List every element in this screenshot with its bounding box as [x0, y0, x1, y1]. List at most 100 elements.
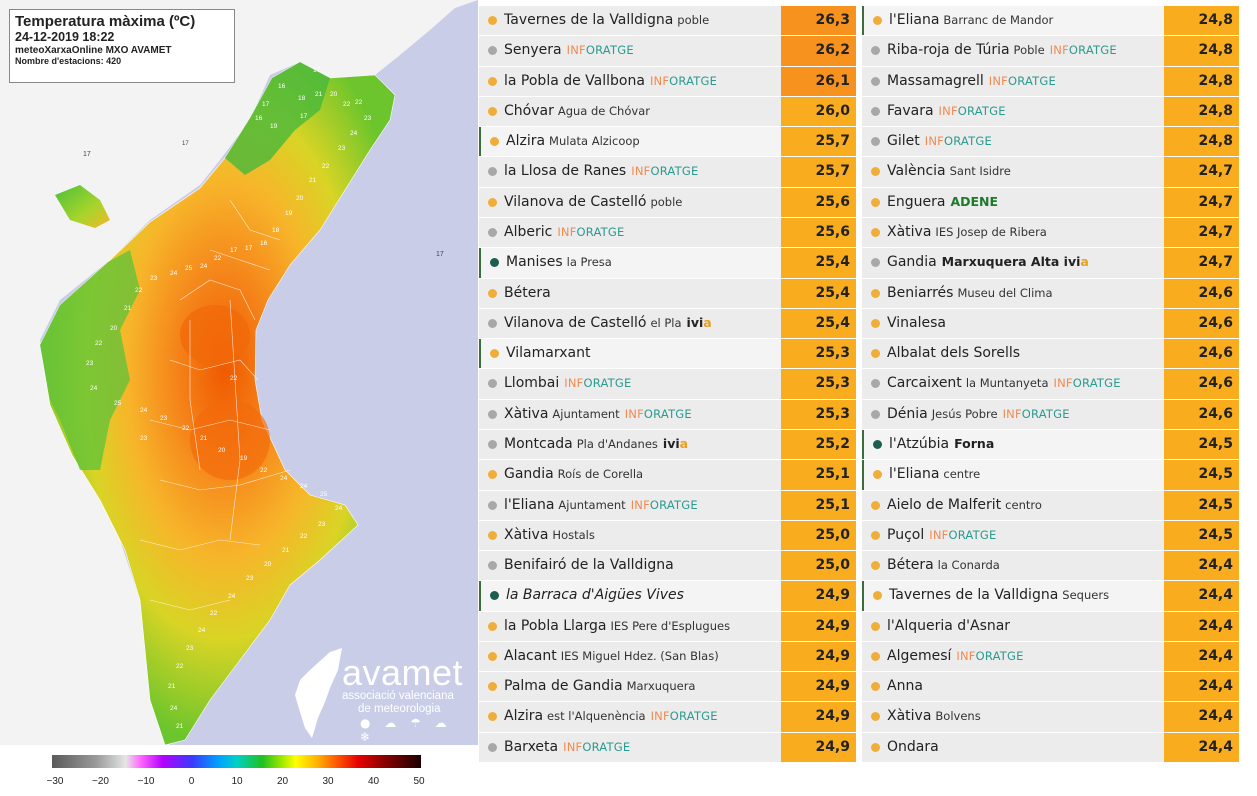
station-row[interactable]: Alacant IES Miguel Hdez. (San Blas) 24,9 [479, 641, 856, 672]
scale-tick-label: −10 [137, 776, 155, 787]
station-detail: Pla d'Andanes [576, 436, 658, 451]
temperature-value: 24,5 [1164, 460, 1239, 490]
station-row[interactable]: la Pobla Llarga IES Pere d'Esplugues 24,9 [479, 611, 856, 641]
station-row[interactable]: Beniarrés Museu del Clima 24,6 [862, 278, 1239, 308]
station-name: Algemesí [887, 647, 952, 664]
station-row[interactable]: Bétera la Conarda 24,4 [862, 551, 1239, 581]
station-row[interactable]: Gilet INFORATGE 24,8 [862, 127, 1239, 157]
station-row[interactable]: Xàtiva Ajuntament INFORATGE 25,3 [479, 399, 856, 429]
station-row[interactable]: Tavernes de la Valldigna Sequers 24,4 [862, 581, 1239, 611]
station-row[interactable]: Dénia Jesús Pobre INFORATGE 24,6 [862, 399, 1239, 429]
station-row[interactable]: la Pobla de Vallbona INFORATGE 26,1 [479, 66, 856, 96]
station-value: 17 [262, 101, 270, 108]
temperature-value: 24,8 [1164, 96, 1239, 127]
temperature-value: 25,0 [781, 551, 856, 581]
temperature-value: 25,7 [781, 127, 856, 157]
station-value: 24 [90, 385, 98, 392]
station-row[interactable]: Vilanova de Castelló poble 25,6 [479, 187, 856, 217]
station-label: Massamagrell INFORATGE [887, 73, 1056, 89]
station-row[interactable]: Vilamarxant 25,3 [479, 339, 856, 369]
station-value: 24 [198, 627, 206, 634]
status-dot-icon [871, 621, 880, 631]
station-value: 23 [160, 415, 168, 422]
station-row[interactable]: València Sant Isidre 24,7 [862, 157, 1239, 187]
station-detail: Marxuquera [626, 679, 696, 694]
station-name: Anna [887, 678, 923, 695]
station-row[interactable]: Aielo de Malferit centro 24,5 [862, 490, 1239, 520]
station-row[interactable]: Tavernes de la Valldigna poble 26,3 [479, 6, 856, 36]
station-value: 24 [140, 407, 148, 414]
station-row[interactable]: Vilanova de Castelló el Pla ivia 25,4 [479, 308, 856, 339]
network-tag: INFORATGE [938, 103, 1006, 118]
station-label: Benifairó de la Valldigna [504, 557, 674, 573]
station-row[interactable]: l'Eliana Ajuntament INFORATGE 25,1 [479, 490, 856, 520]
station-row[interactable]: l'Eliana centre 24,5 [862, 460, 1239, 490]
status-dot-icon [871, 682, 880, 692]
station-row[interactable]: Xàtiva Bolvens 24,4 [862, 702, 1239, 732]
station-value: 22 [343, 101, 351, 108]
logo-subtitle-1: associació valenciana [342, 690, 454, 702]
western-highlands [40, 250, 140, 470]
station-row[interactable]: Benifairó de la Valldigna 25,0 [479, 551, 856, 581]
station-name: Bétera [887, 557, 934, 574]
station-row[interactable]: Barxeta INFORATGE 24,9 [479, 732, 856, 763]
station-name: Xàtiva [887, 223, 932, 240]
station-row[interactable]: Massamagrell INFORATGE 24,8 [862, 66, 1239, 96]
station-name: Xàtiva [504, 405, 549, 422]
status-dot-icon [488, 167, 497, 177]
station-row[interactable]: Vinalesa 24,6 [862, 308, 1239, 339]
station-name: Albalat dels Sorells [887, 345, 1021, 362]
station-row[interactable]: Palma de Gandia Marxuquera 24,9 [479, 672, 856, 702]
station-row[interactable]: Alzira est l'Alquenència INFORATGE 24,9 [479, 702, 856, 732]
station-name: la Barraca d'Aigües Vives [506, 587, 684, 604]
station-value: 22 [355, 99, 363, 106]
station-row[interactable]: Llombai INFORATGE 25,3 [479, 369, 856, 399]
station-row[interactable]: Anna 24,4 [862, 672, 1239, 702]
station-row[interactable]: Enguera ADENE 24,7 [862, 187, 1239, 217]
station-row[interactable]: la Llosa de Ranes INFORATGE 25,7 [479, 157, 856, 187]
station-name: Ondara [887, 738, 939, 755]
station-row[interactable]: Puçol INFORATGE 24,5 [862, 520, 1239, 551]
status-dot-icon [490, 258, 499, 268]
station-label: Anna [887, 678, 923, 694]
station-row[interactable]: Gandia Marxuquera Alta ivia 24,7 [862, 248, 1239, 278]
station-row[interactable]: Riba-roja de Túria Poble INFORATGE 24,8 [862, 36, 1239, 66]
station-row[interactable]: Montcada Pla d'Andanes ivia 25,2 [479, 429, 856, 460]
station-row[interactable]: Xàtiva Hostals 25,0 [479, 520, 856, 551]
station-value: 24 [170, 705, 178, 712]
station-row[interactable]: Ondara 24,4 [862, 732, 1239, 763]
station-row[interactable]: Albalat dels Sorells 24,6 [862, 339, 1239, 369]
station-row[interactable]: l'Alqueria d'Asnar 24,4 [862, 611, 1239, 641]
station-row[interactable]: Favara INFORATGE 24,8 [862, 96, 1239, 127]
station-name: l'Atzúbia [889, 435, 950, 452]
station-row[interactable]: la Barraca d'Aigües Vives 24,9 [479, 581, 856, 611]
status-dot-icon [488, 318, 497, 328]
station-row[interactable]: l'Atzúbia Forna 24,5 [862, 429, 1239, 460]
station-row[interactable]: Senyera INFORATGE 26,2 [479, 36, 856, 66]
station-name: Gandia [504, 466, 554, 483]
station-row[interactable]: Bétera 25,4 [479, 278, 856, 308]
station-row[interactable]: Chóvar Agua de Chóvar 26,0 [479, 96, 856, 127]
station-row[interactable]: Manises la Presa 25,4 [479, 248, 856, 278]
station-row[interactable]: Xàtiva IES Josep de Ribera 24,7 [862, 217, 1239, 248]
station-row[interactable]: Algemesí INFORATGE 24,4 [862, 641, 1239, 672]
station-label: l'Eliana Ajuntament INFORATGE [504, 497, 698, 513]
station-row[interactable]: Alzira Mulata Alzicoop 25,7 [479, 127, 856, 157]
network-tag: INFORATGE [624, 406, 692, 421]
station-value: 22 [322, 163, 330, 170]
station-name: Riba-roja de Túria [887, 42, 1010, 59]
station-label: Llombai INFORATGE [504, 375, 631, 391]
network-tag: ivia [662, 435, 689, 451]
station-label: Enguera ADENE [887, 194, 998, 210]
station-detail: Ajuntament [558, 497, 626, 512]
network-tag: INFORATGE [631, 164, 699, 179]
station-row[interactable]: Carcaixent la Muntanyeta INFORATGE 24,6 [862, 369, 1239, 399]
station-label: Vilanova de Castelló el Pla ivia [504, 315, 712, 331]
status-dot-icon [873, 591, 882, 601]
station-value: 21 [309, 177, 317, 184]
station-row[interactable]: Alberic INFORATGE 25,6 [479, 217, 856, 248]
status-dot-icon [871, 46, 880, 56]
station-row[interactable]: Gandia Roís de Corella 25,1 [479, 460, 856, 490]
station-row[interactable]: l'Eliana Barranc de Mandor 24,8 [862, 6, 1239, 36]
station-name: Vilanova de Castelló [504, 314, 647, 331]
